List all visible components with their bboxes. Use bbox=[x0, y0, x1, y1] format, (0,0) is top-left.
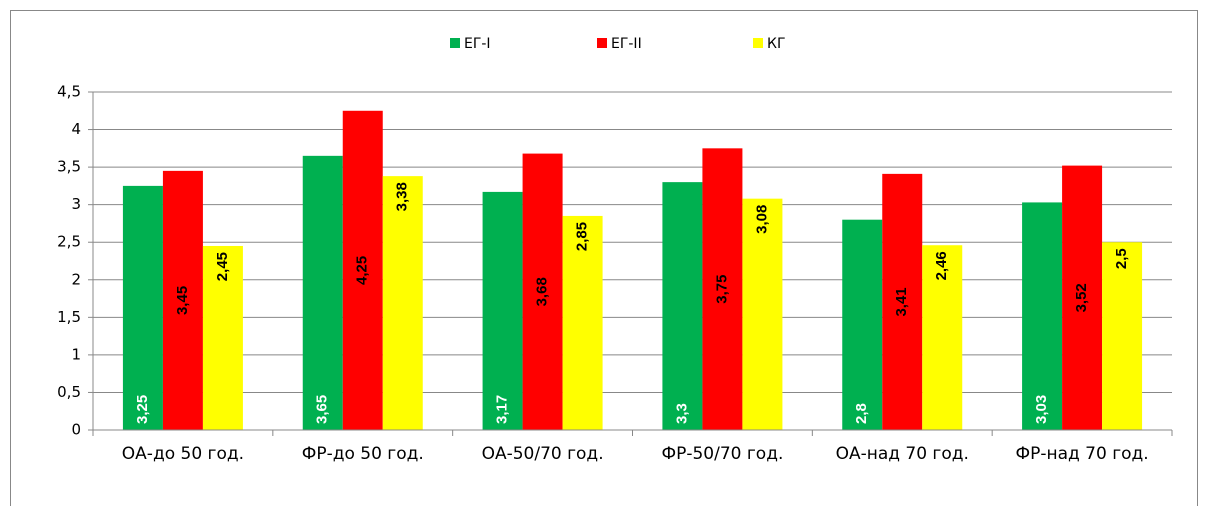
x-tick-label: ОА-над 70 год. bbox=[836, 444, 969, 464]
bar bbox=[1022, 202, 1063, 430]
y-tick-label: 1 bbox=[71, 345, 81, 363]
x-tick-label: ФР-над 70 год. bbox=[1015, 444, 1148, 464]
value-label: 3,03 bbox=[1033, 395, 1050, 424]
value-label: 3,08 bbox=[753, 205, 770, 234]
legend-label: КГ bbox=[767, 36, 785, 52]
bar bbox=[382, 176, 423, 430]
value-label: 3,17 bbox=[494, 395, 511, 424]
y-tick-label: 0 bbox=[71, 421, 81, 439]
bar bbox=[882, 173, 923, 431]
y-tick-label: 3,5 bbox=[57, 158, 81, 176]
legend-label: ЕГ-I bbox=[464, 36, 491, 52]
y-tick-label: 3 bbox=[71, 195, 81, 213]
value-label: 4,25 bbox=[354, 256, 371, 285]
y-tick-label: 4 bbox=[71, 120, 81, 138]
value-label: 3,38 bbox=[394, 182, 411, 211]
value-label: 2,46 bbox=[933, 251, 950, 280]
y-tick-label: 0,5 bbox=[57, 383, 81, 401]
y-tick-label: 2 bbox=[71, 270, 81, 288]
bar bbox=[122, 185, 163, 430]
legend-swatch bbox=[450, 38, 460, 48]
bar bbox=[1062, 165, 1103, 430]
value-label: 2,5 bbox=[1113, 248, 1130, 269]
bar bbox=[662, 182, 703, 430]
value-label: 3,3 bbox=[673, 403, 690, 424]
bar bbox=[522, 153, 563, 430]
value-label: 3,52 bbox=[1073, 283, 1090, 312]
value-label: 3,45 bbox=[174, 286, 191, 315]
x-tick-label: ОА-50/70 год. bbox=[482, 444, 604, 464]
value-label: 2,85 bbox=[574, 222, 591, 251]
value-label: 3,41 bbox=[893, 287, 910, 316]
value-label: 2,45 bbox=[214, 252, 231, 281]
legend-swatch bbox=[597, 38, 607, 48]
bar bbox=[842, 219, 883, 430]
bar bbox=[702, 148, 743, 431]
value-label: 3,65 bbox=[314, 395, 331, 424]
bar bbox=[742, 198, 783, 430]
y-tick-label: 4,5 bbox=[57, 83, 81, 101]
value-label: 3,68 bbox=[534, 277, 551, 306]
x-tick-label: ФР-50/70 год. bbox=[661, 444, 783, 464]
bar bbox=[302, 155, 343, 430]
legend-label: ЕГ-II bbox=[611, 36, 642, 52]
bar bbox=[922, 245, 963, 430]
bar bbox=[162, 170, 203, 430]
value-label: 3,75 bbox=[713, 275, 730, 304]
value-label: 3,25 bbox=[134, 395, 151, 424]
bar bbox=[202, 245, 243, 430]
y-tick-label: 2,5 bbox=[57, 233, 81, 251]
chart-frame bbox=[10, 10, 1198, 506]
y-tick-label: 1,5 bbox=[57, 308, 81, 326]
bar bbox=[562, 215, 603, 430]
bar bbox=[482, 191, 523, 430]
bar bbox=[342, 110, 383, 431]
bar bbox=[1102, 242, 1143, 430]
x-tick-label: ФР-до 50 год. bbox=[302, 444, 424, 464]
value-label: 2,8 bbox=[853, 403, 870, 424]
x-tick-label: ОА-до 50 год. bbox=[122, 444, 244, 464]
legend-swatch bbox=[753, 38, 763, 48]
